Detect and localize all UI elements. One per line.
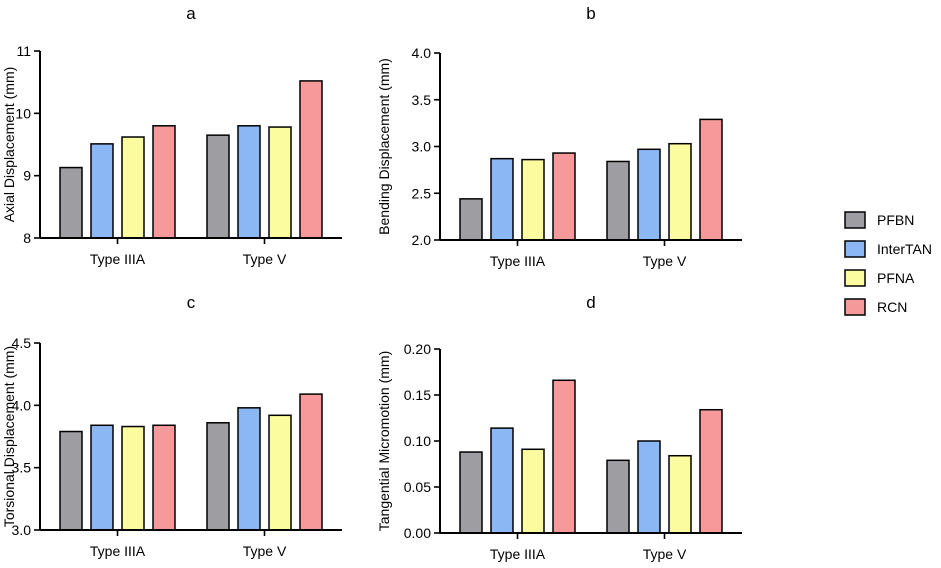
x-tick-label: Type V <box>243 543 287 559</box>
legend-swatch-pfbn <box>844 211 866 229</box>
bar-rcn-type-iiia <box>152 424 176 531</box>
bar-pfbn-type-iiia <box>459 451 483 534</box>
legend-label-pfna: PFNA <box>877 270 915 286</box>
y-tick-label: 2.5 <box>412 185 432 201</box>
bar-pfbn-type-iiia <box>459 198 483 241</box>
bar-rcn-type-iiia <box>552 379 576 534</box>
panel-title: d <box>586 293 595 312</box>
x-tick-label: Type V <box>243 251 287 267</box>
x-tick-label: Type IIIA <box>490 546 546 562</box>
y-tick-label: 8 <box>23 230 31 246</box>
bar-pfna-type-v <box>268 414 292 531</box>
y-tick-label: 0.15 <box>404 387 431 403</box>
x-tick-label: Type V <box>643 546 687 562</box>
bar-rcn-type-iiia <box>552 152 576 241</box>
y-tick-label: 0.20 <box>404 341 431 357</box>
bar-pfna-type-iiia <box>121 425 145 531</box>
y-tick-label: 0.10 <box>404 433 431 449</box>
bar-pfbn-type-v <box>606 160 630 241</box>
panel-d: d Tangential Micromotion (mm) Type IIIA Typ… <box>376 293 742 562</box>
bar-intertan-type-iiia <box>90 143 114 239</box>
bar-intertan-type-v <box>637 440 661 534</box>
legend-swatch-intertan <box>844 240 866 258</box>
y-tick-label: 3.0 <box>412 139 432 155</box>
y-tick-label: 4.0 <box>12 397 32 413</box>
legend-label-intertan: InterTAN <box>877 241 932 257</box>
legend-swatch-rcn <box>844 298 866 316</box>
bar-intertan-type-v <box>237 407 261 531</box>
bar-rcn-type-v <box>299 393 323 531</box>
bar-pfbn-type-v <box>206 422 230 531</box>
x-tick-label: Type IIIA <box>490 253 546 269</box>
x-tick-label: Type IIIA <box>90 543 146 559</box>
panel-title: b <box>586 4 595 23</box>
y-tick-label: 0.00 <box>404 525 431 541</box>
x-tick-label: Type IIIA <box>90 251 146 267</box>
bar-pfna-type-iiia <box>121 136 145 239</box>
bar-rcn-type-v <box>699 118 723 241</box>
y-tick-label: 4.5 <box>12 335 32 351</box>
bar-pfna-type-iiia <box>521 448 545 534</box>
y-tick-label: 9 <box>23 168 31 184</box>
y-tick-label: 3.5 <box>12 460 32 476</box>
y-axis-label: Torsional Displacement (mm) <box>1 346 17 527</box>
legend: PFBN InterTAN PFNA RCN <box>844 211 932 316</box>
bar-intertan-type-v <box>237 125 261 239</box>
bar-pfbn-type-iiia <box>59 166 83 239</box>
y-tick-label: 0.05 <box>404 479 431 495</box>
y-tick-label: 2.0 <box>412 232 432 248</box>
bar-pfbn-type-v <box>606 459 630 534</box>
y-axis-label: Axial Displacement (mm) <box>1 67 17 223</box>
panel-c: c Torsional Displacement (mm) Type IIIA Typ… <box>1 293 342 559</box>
bar-intertan-type-iiia <box>490 157 514 241</box>
y-axis-label: Tangential Micromotion (mm) <box>376 351 392 532</box>
panel-title: c <box>187 293 196 312</box>
legend-label-rcn: RCN <box>877 299 907 315</box>
y-tick-label: 3.5 <box>412 92 432 108</box>
y-tick-label: 4.0 <box>412 45 432 61</box>
bar-rcn-type-iiia <box>152 125 176 239</box>
bar-pfbn-type-v <box>206 134 230 239</box>
bar-pfna-type-iiia <box>521 158 545 241</box>
legend-label-pfbn: PFBN <box>877 212 914 228</box>
bar-pfna-type-v <box>668 142 692 241</box>
bar-rcn-type-v <box>299 80 323 239</box>
panel-b: b Bending Displacement (mm) Type IIIA Type … <box>376 4 742 269</box>
x-tick-label: Type V <box>643 253 687 269</box>
panel-title: a <box>186 4 196 23</box>
legend-swatch-pfna <box>844 269 866 287</box>
bar-rcn-type-v <box>699 408 723 534</box>
y-tick-label: 10 <box>15 105 31 121</box>
bar-pfna-type-v <box>268 126 292 239</box>
y-axis-label: Bending Displacement (mm) <box>376 58 392 235</box>
bar-pfbn-type-iiia <box>59 430 83 531</box>
y-tick-label: 11 <box>16 43 31 59</box>
panel-a: a Axial Displacement (mm) Type IIIA Type V 8… <box>1 4 342 267</box>
y-tick-label: 3.0 <box>12 522 32 538</box>
bar-intertan-type-iiia <box>90 424 114 531</box>
bar-intertan-type-v <box>637 148 661 241</box>
bar-pfna-type-v <box>668 454 692 534</box>
bar-intertan-type-iiia <box>490 427 514 534</box>
